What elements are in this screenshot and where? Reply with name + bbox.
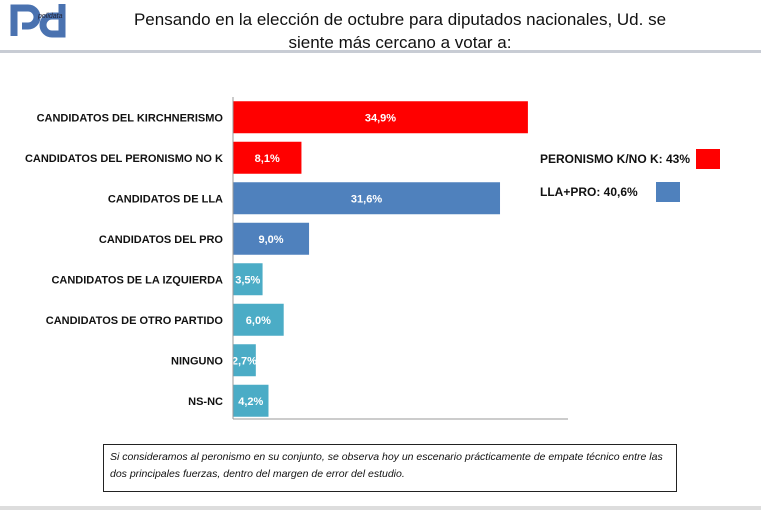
bar	[233, 222, 310, 255]
bar	[233, 101, 528, 134]
legend-swatch	[696, 149, 721, 169]
data-label: 9,0%	[258, 234, 283, 246]
category-label: CANDIDATOS DEL KIRCHNERISMO	[37, 112, 224, 124]
category-label: NINGUNO	[171, 355, 223, 367]
bar	[233, 303, 284, 336]
category-label: NS-NC	[188, 396, 223, 408]
data-label: 31,6%	[351, 193, 382, 205]
legend-swatch	[655, 182, 680, 202]
category-label: CANDIDATOS DE OTRO PARTIDO	[46, 315, 224, 327]
legend-label: LLA+PRO: 40,6%	[540, 185, 638, 199]
legend-item-lla-pro: LLA+PRO: 40,6%	[540, 182, 680, 202]
chart-title: Pensando en la elección de octubre para …	[133, 10, 667, 52]
category-label: CANDIDATOS DE LLA	[108, 193, 223, 205]
bar	[233, 141, 302, 174]
legend-label: PERONISMO K/NO K: 43%	[540, 152, 691, 166]
data-label: 3,5%	[235, 274, 260, 286]
bar	[233, 263, 263, 296]
data-label: 34,9%	[365, 112, 396, 124]
svg-text:polidata: polidata	[37, 13, 63, 20]
footer-bar	[0, 506, 761, 510]
category-label: CANDIDATOS DEL PERONISMO NO K	[25, 153, 223, 165]
header-divider	[0, 50, 761, 53]
data-label: 6,0%	[246, 315, 271, 327]
polidata-logo: polidata	[10, 4, 66, 38]
bar	[233, 384, 269, 417]
bar	[233, 182, 501, 215]
data-label: 4,2%	[238, 396, 263, 408]
footnote-box: Si consideramos al peronismo en su conju…	[103, 444, 677, 492]
bar-chart: CANDIDATOS DEL KIRCHNERISMO 34,9% CANDIDAT…	[25, 97, 568, 420]
bar	[233, 344, 256, 377]
legend-item-peronismo: PERONISMO K/NO K: 43%	[540, 149, 721, 169]
data-label: 2,7%	[232, 355, 257, 367]
data-label: 8,1%	[255, 153, 280, 165]
category-label: CANDIDATOS DEL PRO	[99, 234, 224, 246]
category-label: CANDIDATOS DE LA IZQUIERDA	[51, 274, 223, 286]
